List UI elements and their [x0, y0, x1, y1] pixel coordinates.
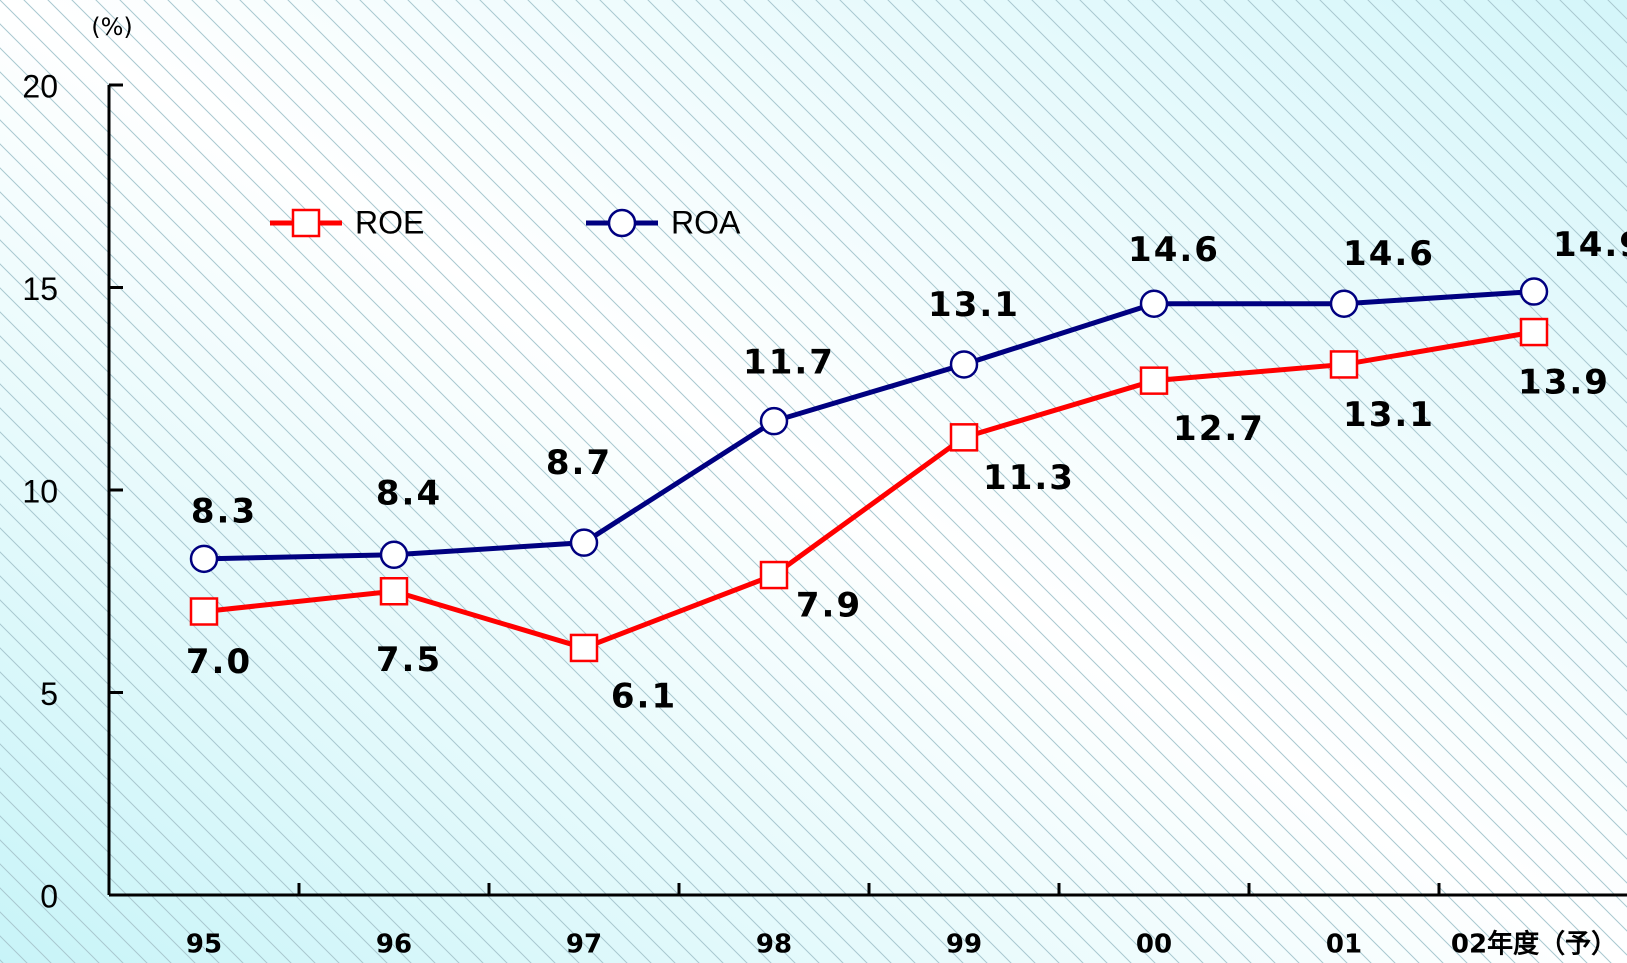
marker [1329, 350, 1359, 379]
value-label: 7.0 [186, 642, 252, 682]
y-tick-label: 15 [22, 271, 58, 307]
marker [1139, 366, 1169, 395]
legend-marker [607, 208, 637, 238]
value-label: 13.1 [1343, 395, 1435, 435]
marker [1519, 277, 1549, 306]
value-label: 11.7 [743, 343, 835, 383]
value-label: 12.7 [1173, 409, 1265, 449]
value-label: 13.1 [928, 285, 1020, 325]
x-tick-label: 95 [186, 930, 222, 960]
value-label: 6.1 [611, 676, 677, 716]
value-label: 7.9 [796, 586, 862, 626]
value-label: 8.4 [376, 473, 442, 513]
marker [1139, 289, 1169, 318]
value-label: 14.6 [1128, 230, 1220, 270]
x-tick-label: 99 [946, 930, 982, 960]
marker [1519, 317, 1549, 347]
y-tick-label: 10 [22, 473, 58, 509]
marker [379, 577, 409, 606]
marker [949, 350, 979, 379]
value-label: 13.9 [1518, 363, 1610, 403]
x-tick-label: 98 [756, 930, 792, 960]
value-label: 14.6 [1343, 234, 1435, 274]
marker [1329, 289, 1359, 318]
y-tick-label: 20 [22, 68, 58, 104]
legend-label: ROE [355, 204, 424, 240]
value-label: 8.3 [191, 491, 257, 531]
legend-marker [291, 208, 321, 238]
value-label: 7.5 [376, 640, 442, 680]
marker [759, 560, 789, 590]
legend-label: ROA [671, 204, 741, 240]
marker [379, 540, 409, 570]
marker [569, 633, 599, 663]
y-axis-label: (%) [91, 13, 133, 41]
y-tick-label: 5 [40, 676, 58, 712]
value-label: 11.3 [983, 458, 1075, 498]
x-tick-label: 01 [1326, 930, 1362, 960]
x-tick-label: 97 [566, 930, 602, 960]
x-tick-label: 96 [376, 930, 412, 960]
value-label: 14.9 [1553, 225, 1627, 265]
marker [189, 597, 219, 626]
y-tick-label: 0 [40, 878, 58, 914]
x-tick-label: 02年度（予） [1451, 929, 1617, 960]
marker [949, 423, 979, 452]
series-line [203, 329, 1535, 651]
x-tick-label: 00 [1136, 930, 1172, 960]
marker [759, 406, 789, 436]
series-line [203, 289, 1535, 562]
marker [189, 544, 219, 574]
marker [569, 528, 599, 557]
value-label: 8.7 [546, 443, 612, 483]
